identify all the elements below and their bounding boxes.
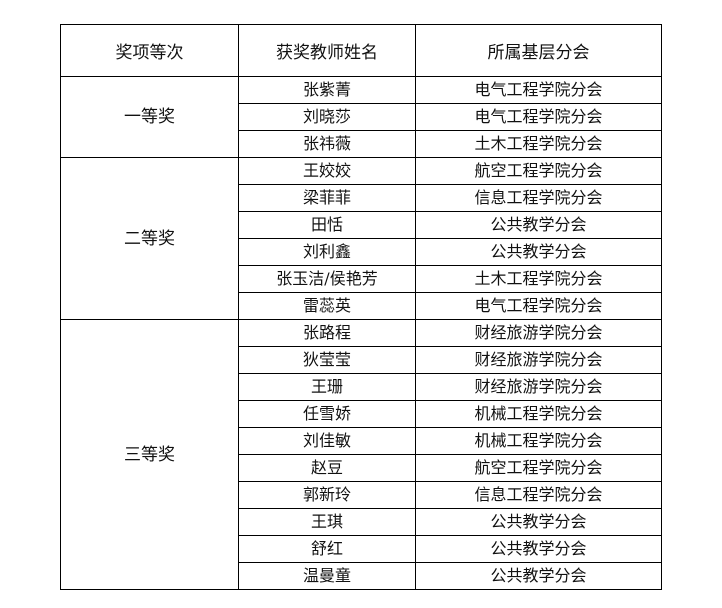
teacher-name-cell: 王姣姣 <box>238 157 416 185</box>
header-teacher-name: 获奖教师姓名 <box>238 24 416 77</box>
teacher-name-cell: 王琪 <box>238 508 416 536</box>
branch-cell: 信息工程学院分会 <box>415 481 662 509</box>
award-level-cell: 二等奖 <box>60 157 239 320</box>
award-level-cell: 一等奖 <box>60 76 239 158</box>
header-branch: 所属基层分会 <box>415 24 662 77</box>
teacher-name-cell: 梁菲菲 <box>238 184 416 212</box>
table-row: 郭新玲 信息工程学院分会 <box>61 481 662 509</box>
branch-cell: 公共教学分会 <box>415 508 662 536</box>
teacher-name-cell: 张玉洁/侯艳芳 <box>238 265 416 293</box>
teacher-name-cell: 张紫菁 <box>238 76 416 104</box>
award-level-cell: 三等奖 <box>60 319 239 590</box>
table-row: 田恬 公共教学分会 <box>61 211 662 239</box>
table-row: 温曼童 公共教学分会 <box>61 562 662 590</box>
branch-cell: 土木工程学院分会 <box>415 265 662 293</box>
branch-cell: 公共教学分会 <box>415 535 662 563</box>
table-row: 张祎薇 土木工程学院分会 <box>61 130 662 158</box>
branch-cell: 土木工程学院分会 <box>415 130 662 158</box>
table-row: 刘利鑫 公共教学分会 <box>61 238 662 266</box>
teacher-name-cell: 赵豆 <box>238 454 416 482</box>
branch-cell: 财经旅游学院分会 <box>415 319 662 347</box>
table-row: 刘晓莎 电气工程学院分会 <box>61 103 662 131</box>
branch-cell: 公共教学分会 <box>415 562 662 590</box>
table-row: 王琪 公共教学分会 <box>61 508 662 536</box>
table-row: 雷蕊英 电气工程学院分会 <box>61 292 662 320</box>
teacher-name-cell: 王珊 <box>238 373 416 401</box>
teacher-name-cell: 刘佳敏 <box>238 427 416 455</box>
table-row: 一等奖 张紫菁 电气工程学院分会 <box>60 76 662 158</box>
table-row: 任雪娇 机械工程学院分会 <box>61 400 662 428</box>
table-row: 三等奖 张路程 财经旅游学院分会 <box>60 319 662 590</box>
table-row: 二等奖 王姣姣 航空工程学院分会 <box>60 157 662 320</box>
teacher-name-cell: 任雪娇 <box>238 400 416 428</box>
teacher-name-cell: 雷蕊英 <box>238 292 416 320</box>
branch-cell: 公共教学分会 <box>415 211 662 239</box>
branch-cell: 信息工程学院分会 <box>415 184 662 212</box>
teacher-name-cell: 舒红 <box>238 535 416 563</box>
branch-cell: 财经旅游学院分会 <box>415 373 662 401</box>
teacher-name-cell: 刘利鑫 <box>238 238 416 266</box>
teacher-name-cell: 郭新玲 <box>238 481 416 509</box>
branch-cell: 机械工程学院分会 <box>415 427 662 455</box>
table-row: 赵豆 航空工程学院分会 <box>61 454 662 482</box>
table-row: 梁菲菲 信息工程学院分会 <box>61 184 662 212</box>
table-row: 狄莹莹 财经旅游学院分会 <box>61 346 662 374</box>
branch-cell: 电气工程学院分会 <box>415 103 662 131</box>
branch-cell: 机械工程学院分会 <box>415 400 662 428</box>
table-row: 张玉洁/侯艳芳 土木工程学院分会 <box>61 265 662 293</box>
teacher-name-cell: 刘晓莎 <box>238 103 416 131</box>
teacher-name-cell: 狄莹莹 <box>238 346 416 374</box>
branch-cell: 航空工程学院分会 <box>415 157 662 185</box>
branch-cell: 电气工程学院分会 <box>415 76 662 104</box>
award-table: 奖项等次 获奖教师姓名 所属基层分会 一等奖 张紫菁 电气工程学院分会 刘晓莎 电气工程… <box>60 24 662 590</box>
branch-cell: 航空工程学院分会 <box>415 454 662 482</box>
branch-cell: 财经旅游学院分会 <box>415 346 662 374</box>
table-row: 舒红 公共教学分会 <box>61 535 662 563</box>
branch-cell: 公共教学分会 <box>415 238 662 266</box>
teacher-name-cell: 张路程 <box>238 319 416 347</box>
teacher-name-cell: 田恬 <box>238 211 416 239</box>
teacher-name-cell: 温曼童 <box>238 562 416 590</box>
header-award-level: 奖项等次 <box>60 24 239 77</box>
teacher-name-cell: 张祎薇 <box>238 130 416 158</box>
branch-cell: 电气工程学院分会 <box>415 292 662 320</box>
header-row: 奖项等次 获奖教师姓名 所属基层分会 <box>60 24 662 77</box>
